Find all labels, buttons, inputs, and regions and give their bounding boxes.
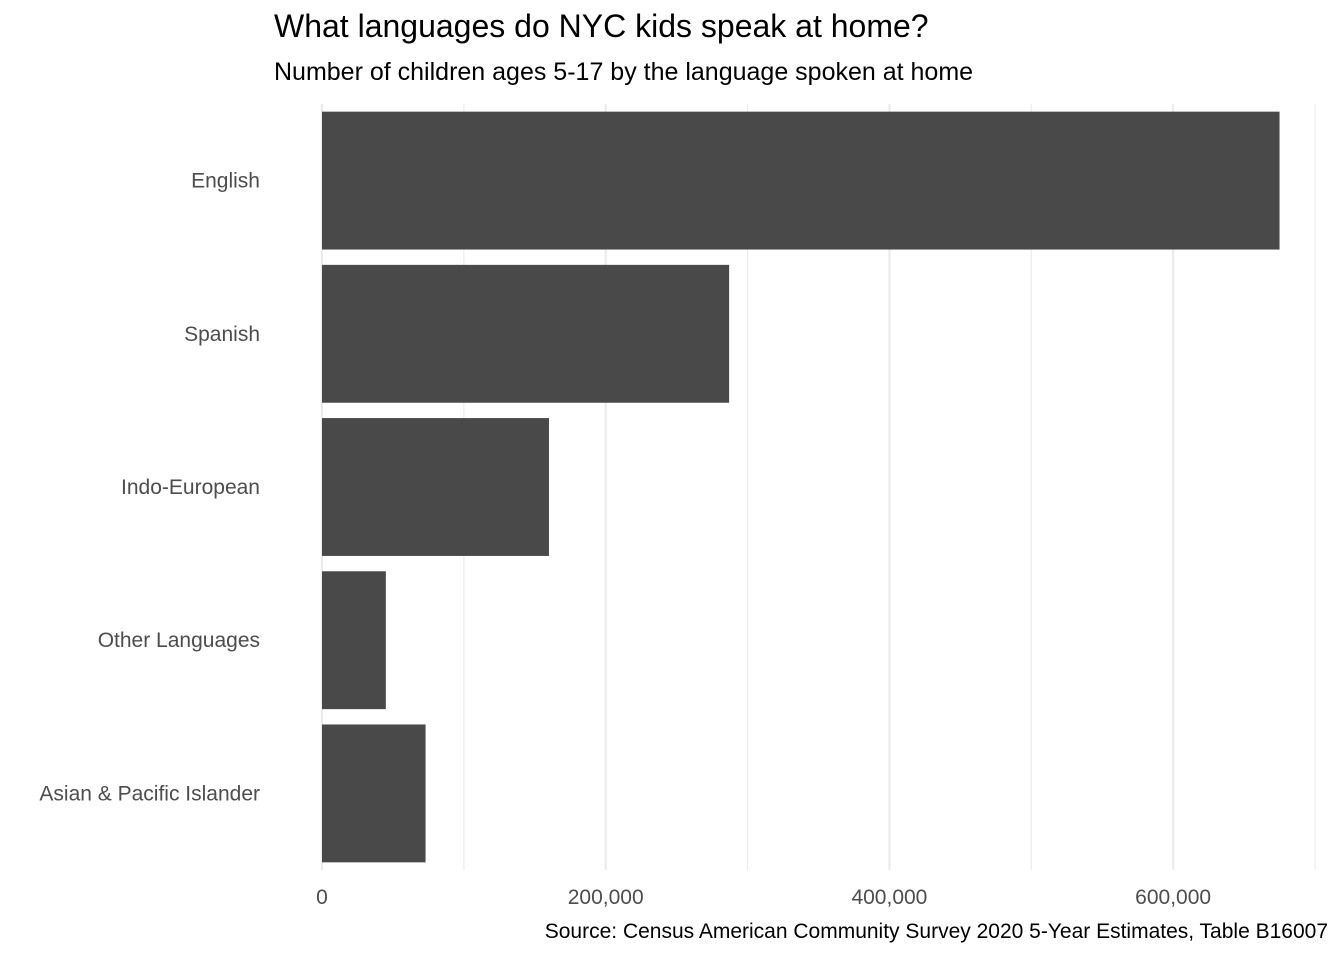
bar-layer <box>322 111 1280 863</box>
y-axis-labels: English Spanish Indo-European Other Languag… <box>39 170 260 806</box>
y-tick-label: Spanish <box>184 323 260 346</box>
bar-english <box>322 111 1280 250</box>
chart-caption: Source: Census American Community Survey… <box>544 920 1328 943</box>
chart-title: What languages do NYC kids speak at home… <box>274 8 929 44</box>
bar-indo-european <box>322 418 549 556</box>
x-tick-label: 400,000 <box>851 886 927 909</box>
x-tick-label: 600,000 <box>1135 886 1211 909</box>
x-axis-labels: 0 200,000 400,000 600,000 <box>316 886 1211 909</box>
x-tick-label: 200,000 <box>568 886 644 909</box>
x-tick-label: 0 <box>316 886 328 909</box>
y-tick-label: English <box>191 170 260 193</box>
y-tick-label: Asian & Pacific Islander <box>39 782 260 805</box>
chart-subtitle: Number of children ages 5-17 by the lang… <box>274 58 974 86</box>
bar-asian-pacific-islander <box>322 724 426 863</box>
y-tick-label: Indo-European <box>121 476 260 499</box>
bar-other-languages <box>322 571 386 710</box>
bar-spanish <box>322 264 730 403</box>
y-tick-label: Other Languages <box>98 629 260 652</box>
